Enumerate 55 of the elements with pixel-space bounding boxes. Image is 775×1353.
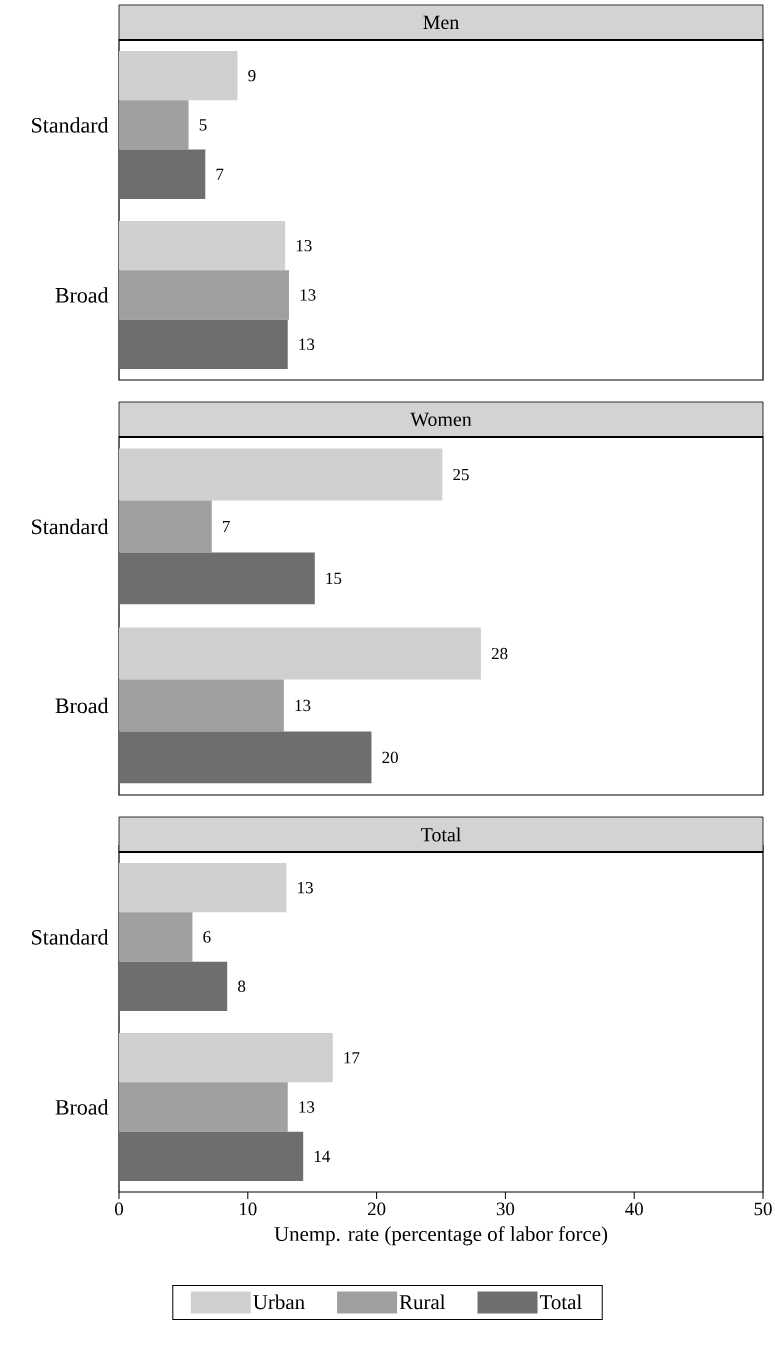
data-label: 25 [453,468,469,481]
bar [119,961,228,1011]
bar [119,149,206,199]
data-label: 13 [299,1101,315,1113]
data-label: 13 [296,239,312,252]
data-label: 13 [295,699,311,712]
x-tick-label: 30 [496,1202,515,1216]
bar [119,1082,288,1132]
y-tick-label: Broad [55,1099,109,1115]
bar [119,627,481,680]
bar [119,1033,333,1083]
data-label: 28 [491,647,508,660]
bar [119,500,212,553]
chart-title: Women [410,412,472,427]
bar [119,100,189,150]
bar [119,552,315,605]
bar [119,863,287,913]
legend-label: Total [539,1294,582,1310]
data-label: 14 [314,1150,331,1162]
data-label: 15 [326,572,342,585]
data-label: 17 [344,1052,360,1064]
x-tick-label: 40 [625,1202,643,1216]
bar [119,679,284,732]
data-label: 13 [298,882,313,894]
data-label: 5 [199,119,207,131]
data-label: 7 [216,168,224,180]
chart-title: Total [421,827,461,842]
bar [119,731,372,784]
data-label: 6 [203,931,211,943]
y-tick-label: Standard [32,929,109,945]
y-tick-label: Broad [55,697,109,714]
bar [119,51,238,101]
x-tick-label: 50 [754,1202,772,1216]
bar [119,319,288,369]
bar [119,270,290,320]
data-label: 13 [299,338,315,350]
data-label: 9 [248,69,256,82]
x-tick-label: 20 [367,1202,386,1216]
data-label: 8 [238,980,246,993]
y-tick-label: Standard [32,518,109,535]
bar [119,221,286,271]
y-tick-label: Standard [32,117,109,133]
y-tick-label: Broad [55,287,109,303]
x-tick-label: 0 [114,1202,123,1216]
legend-label: Rural [399,1294,446,1310]
chart-title: Men [423,15,459,30]
data-label: 13 [300,289,316,301]
bar [119,448,443,501]
bar [119,1131,304,1181]
x-axis-title: Unemp. rate (percentage of labor force) [274,1226,608,1246]
bar [119,912,193,962]
data-label: 20 [382,751,398,764]
legend-label: Urban [253,1294,305,1310]
x-tick-label: 10 [240,1202,257,1216]
data-label: 7 [223,520,230,533]
